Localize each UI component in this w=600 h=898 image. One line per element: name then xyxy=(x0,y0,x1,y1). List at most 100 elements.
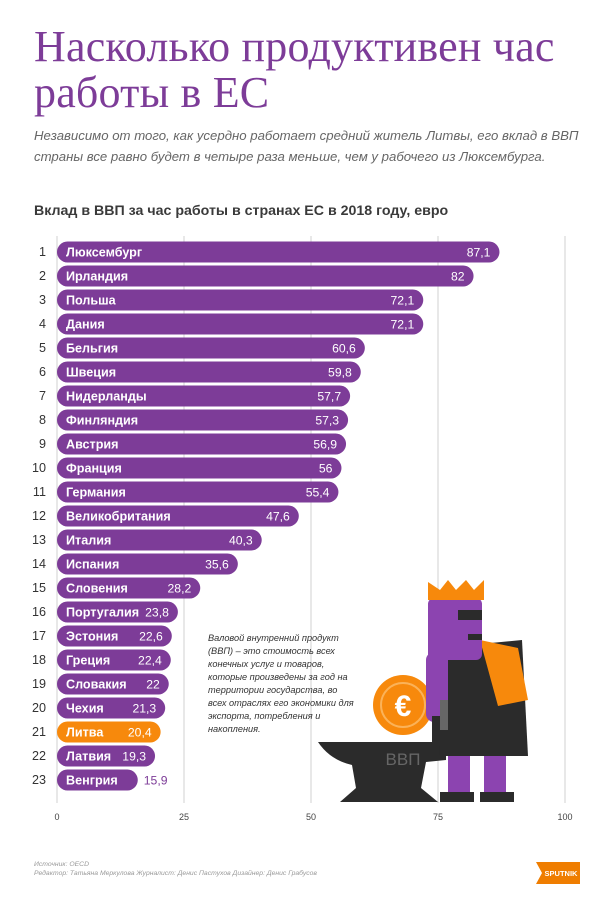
bar xyxy=(57,433,347,455)
bar-value-label: 28,2 xyxy=(168,582,192,596)
bar-category-label: Польша xyxy=(66,294,117,308)
bar-value-label: 60,6 xyxy=(332,342,356,356)
bar xyxy=(57,673,169,695)
rank-label: 16 xyxy=(32,605,46,619)
bar-category-label: Финляндия xyxy=(66,414,138,428)
bar-category-label: Швеция xyxy=(66,366,116,380)
rank-label: 2 xyxy=(39,269,46,283)
bar-category-label: Венгрия xyxy=(66,774,118,788)
bar xyxy=(57,385,351,407)
bar xyxy=(57,721,161,743)
bar-value-label: 59,8 xyxy=(328,366,352,380)
bar-category-label: Франция xyxy=(66,462,122,476)
sputnik-logo-text: SPUTNIK xyxy=(545,869,579,878)
bar-category-label: Чехия xyxy=(66,702,104,716)
bar-value-label: 19,3 xyxy=(122,750,146,764)
bar-value-label: 47,6 xyxy=(266,510,290,524)
staff-credit: Редактор: Татьяна Меркулова Журналист: Д… xyxy=(34,870,317,877)
bar xyxy=(57,337,365,359)
bar xyxy=(57,745,156,767)
bar-category-label: Австрия xyxy=(66,438,118,452)
rank-label: 8 xyxy=(39,413,46,427)
bar-value-label: 20,4 xyxy=(128,726,152,740)
anvil-label: ВВП xyxy=(386,750,421,769)
bar xyxy=(57,313,424,335)
bar-value-label: 55,4 xyxy=(306,486,330,500)
bar-value-label: 23,8 xyxy=(145,606,169,620)
rank-label: 17 xyxy=(32,629,46,643)
bar-category-label: Греция xyxy=(66,654,110,668)
bar-category-label: Словакия xyxy=(66,678,127,692)
bar-category-label: Словения xyxy=(66,582,128,596)
rank-label: 21 xyxy=(32,725,46,739)
worker-illustration: ВВП € xyxy=(318,580,528,802)
rank-label: 20 xyxy=(32,701,46,715)
bar-value-label: 22,6 xyxy=(139,630,163,644)
bar-category-label: Германия xyxy=(66,486,126,500)
bar-value-label: 57,3 xyxy=(315,414,339,428)
rank-label: 3 xyxy=(39,293,46,307)
bar xyxy=(57,289,424,311)
bar-category-label: Литва xyxy=(66,726,104,740)
bar-value-label: 82 xyxy=(451,270,465,284)
page-subtitle: Независимо от того, как усердно работает… xyxy=(34,128,579,164)
crown-icon xyxy=(428,580,484,600)
bar-category-label: Дания xyxy=(66,318,105,332)
rank-label: 18 xyxy=(32,653,46,667)
x-tick-label: 100 xyxy=(557,812,572,822)
rank-label: 19 xyxy=(32,677,46,691)
bar-category-label: Великобритания xyxy=(66,510,171,524)
source-credit: Источник: OECD xyxy=(34,861,89,868)
bar-value-label: 56,9 xyxy=(313,438,337,452)
bar-value-label: 72,1 xyxy=(391,318,415,332)
bar-category-label: Люксембург xyxy=(66,246,142,260)
rank-label: 23 xyxy=(32,773,46,787)
rank-label: 13 xyxy=(32,533,46,547)
gdp-definition-note: Валовой внутренний продукт (ВВП) – это с… xyxy=(208,633,354,734)
x-tick-label: 50 xyxy=(306,812,316,822)
x-tick-label: 75 xyxy=(433,812,443,822)
bar-value-label: 15,9 xyxy=(144,774,168,788)
x-tick-label: 25 xyxy=(179,812,189,822)
rank-label: 4 xyxy=(39,317,46,331)
bar xyxy=(57,553,238,575)
bar-value-label: 22,4 xyxy=(138,654,162,668)
bar xyxy=(57,481,339,503)
bar-category-label: Латвия xyxy=(66,750,111,764)
bar xyxy=(57,241,500,263)
bar-value-label: 87,1 xyxy=(467,246,491,260)
anvil-shape xyxy=(318,742,446,802)
bar xyxy=(57,601,178,623)
bar xyxy=(57,529,262,551)
bar-category-label: Испания xyxy=(66,558,119,572)
bar xyxy=(57,409,349,431)
bar xyxy=(57,457,342,479)
bar xyxy=(57,649,171,671)
bar-category-label: Португалия xyxy=(66,606,139,620)
rank-label: 14 xyxy=(32,557,46,571)
bar-category-label: Нидерланды xyxy=(66,390,147,404)
bar xyxy=(57,577,201,599)
bar-value-label: 40,3 xyxy=(229,534,253,548)
bar-category-label: Италия xyxy=(66,534,111,548)
bar xyxy=(57,361,361,383)
bar-category-label: Бельгия xyxy=(66,342,118,356)
rank-label: 5 xyxy=(39,341,46,355)
bar-category-label: Эстония xyxy=(66,630,118,644)
euro-symbol: € xyxy=(395,690,412,723)
sputnik-logo[interactable]: SPUTNIK xyxy=(532,858,584,888)
page-title: Насколько продуктивен час работы в ЕС xyxy=(34,22,555,117)
rank-label: 9 xyxy=(39,437,46,451)
rank-label: 7 xyxy=(39,389,46,403)
bar xyxy=(57,697,166,719)
chart-title: Вклад в ВВП за час работы в странах ЕС в… xyxy=(34,203,449,219)
bar-category-label: Ирландия xyxy=(66,270,128,284)
credits: Источник: OECD Редактор: Татьяна Меркуло… xyxy=(34,860,317,878)
bar-value-label: 57,7 xyxy=(317,390,341,404)
rank-label: 11 xyxy=(33,485,46,499)
bar xyxy=(57,505,299,527)
rank-label: 10 xyxy=(32,461,46,475)
rank-label: 12 xyxy=(32,509,46,523)
rank-label: 15 xyxy=(32,581,46,595)
